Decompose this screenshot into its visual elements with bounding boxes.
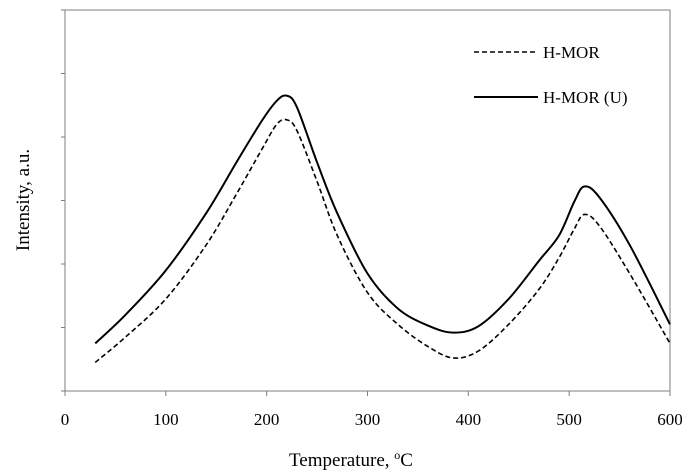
x-tick-label: 0 — [61, 410, 70, 429]
series-line-h-mor-u — [94, 94, 671, 345]
legend-label-h-mor-u: H-MOR (U) — [543, 88, 628, 107]
y-axis-title: Intensity, a.u. — [13, 149, 34, 251]
series-line-h-mor — [94, 118, 671, 364]
x-tick-label: 400 — [456, 410, 482, 429]
plot-frame — [64, 9, 671, 392]
x-tick-label: 200 — [254, 410, 280, 429]
x-tick-label: 100 — [153, 410, 179, 429]
x-axis-title: Temperature, oC — [289, 448, 413, 471]
x-tick-label: 300 — [355, 410, 381, 429]
x-tick-label: 600 — [657, 410, 683, 429]
x-axis-ticks: 0 100 200 300 400 500 600 — [61, 391, 683, 429]
legend-label-h-mor: H-MOR — [543, 43, 600, 62]
x-tick-label: 500 — [556, 410, 582, 429]
series-layer — [94, 94, 671, 364]
y-axis-ticks — [61, 9, 65, 392]
legend: H-MOR H-MOR (U) — [474, 43, 628, 107]
